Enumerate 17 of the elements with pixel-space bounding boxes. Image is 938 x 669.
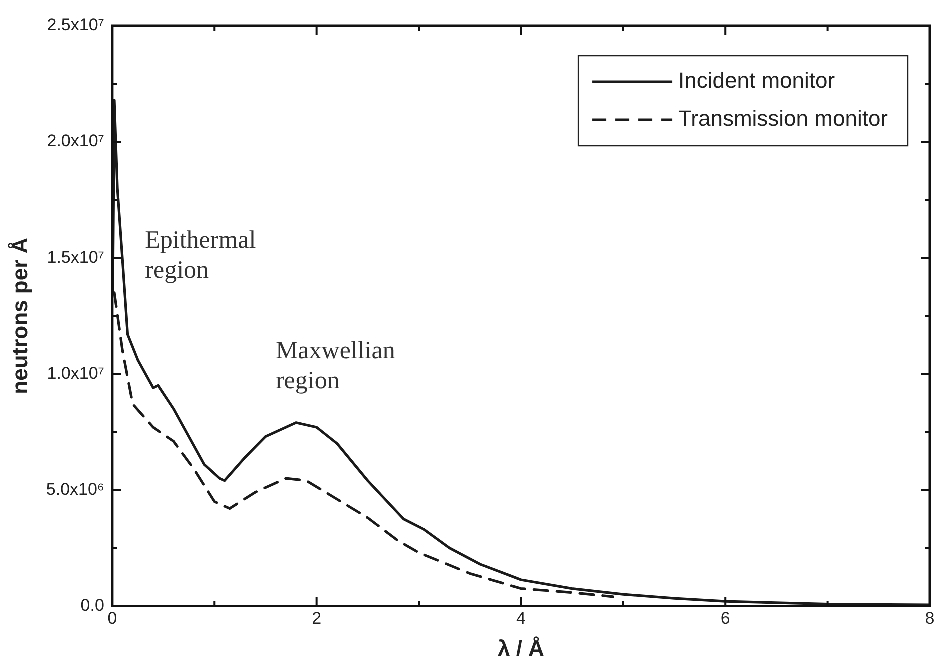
legend-label: Incident monitor: [678, 68, 836, 94]
y-tick-label: 1.5x10⁷: [47, 248, 104, 267]
annotation: Maxwellian region: [276, 337, 396, 394]
x-tick-label: 4: [516, 609, 526, 628]
y-tick-label: 2.0x10⁷: [47, 132, 104, 151]
x-axis-title: λ / Å: [498, 636, 545, 661]
y-axis-title: neutrons per Å: [7, 238, 32, 394]
legend-label: Transmission monitor: [678, 106, 888, 132]
x-tick-label: 2: [312, 609, 322, 628]
x-tick-label: 0: [108, 609, 118, 628]
x-tick-label: 6: [720, 609, 730, 628]
y-tick-label: 5.0x10⁶: [46, 480, 104, 499]
annotation: Epithermal region: [145, 227, 256, 284]
y-tick-label: 2.5x10⁷: [47, 16, 104, 35]
y-tick-label: 1.0x10⁷: [47, 364, 104, 383]
x-tick-label: 8: [925, 609, 935, 628]
y-tick-label: 0.0: [80, 596, 104, 615]
